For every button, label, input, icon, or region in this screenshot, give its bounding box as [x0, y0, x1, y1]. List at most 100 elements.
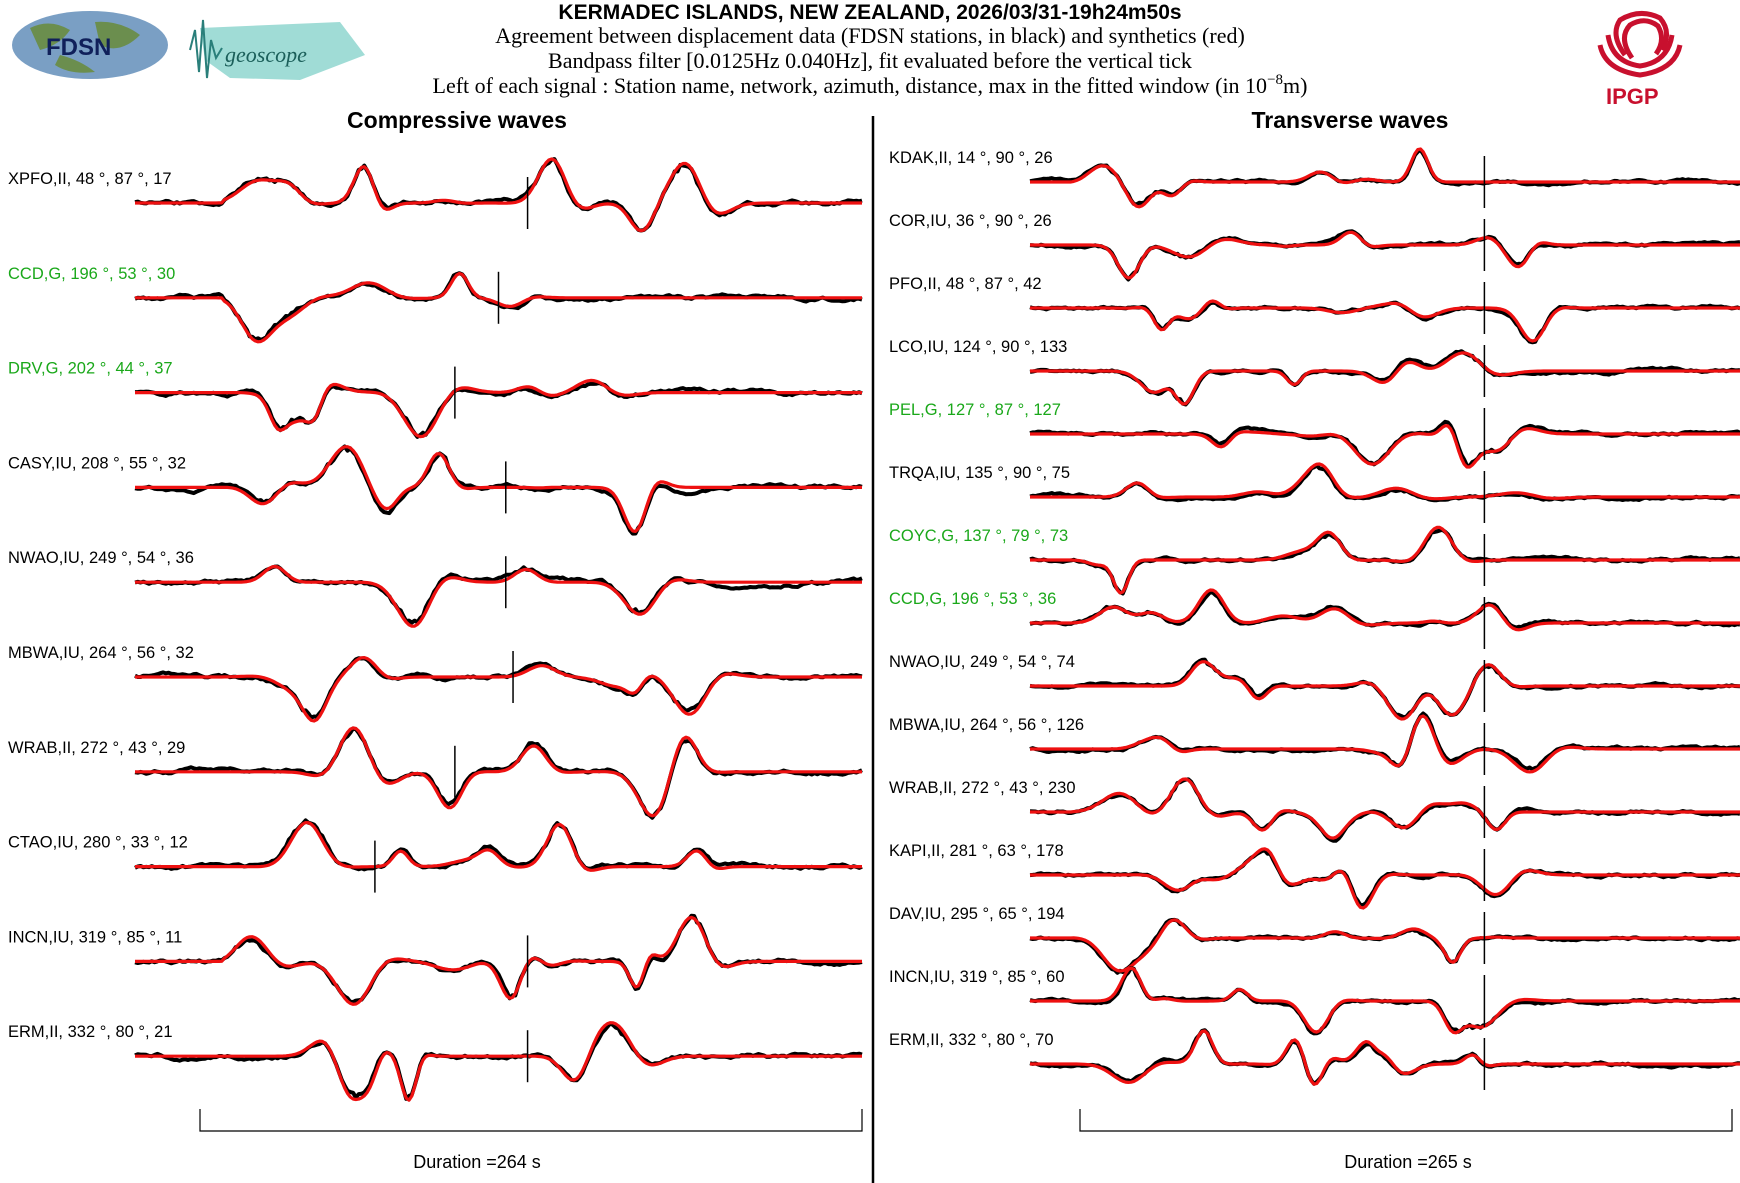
station-trace-wrab: WRAB,II, 272 °, 43 °, 230 [889, 777, 1740, 843]
station-label: WRAB,II, 272 °, 43 °, 230 [889, 779, 1076, 797]
page-title: KERMADEC ISLANDS, NEW ZEALAND, 2026/03/3… [558, 1, 1181, 24]
synthetic-trace-line [1030, 1029, 1740, 1086]
data-trace-line [134, 656, 863, 720]
duration-bracket [1079, 1109, 1733, 1132]
station-trace-erm: ERM,II, 332 °, 80 °, 70 [889, 1028, 1740, 1090]
station-trace-mbwa: MBWA,IU, 264 °, 56 °, 126 [889, 711, 1740, 775]
synthetic-trace-line [1030, 588, 1740, 632]
station-label: DRV,G, 202 °, 44 °, 37 [8, 360, 173, 378]
station-trace-drv: DRV,G, 202 °, 44 °, 37 [8, 360, 863, 439]
station-label: KDAK,II, 14 °, 90 °, 26 [889, 149, 1053, 167]
station-label: WRAB,II, 272 °, 43 °, 29 [8, 739, 185, 757]
data-trace-line [134, 913, 863, 1004]
station-trace-kdak: KDAK,II, 14 °, 90 °, 26 [889, 147, 1740, 209]
station-label: MBWA,IU, 264 °, 56 °, 126 [889, 716, 1084, 734]
synthetic-trace-line [1030, 351, 1740, 406]
synthetic-trace-line [135, 655, 862, 723]
synthetic-trace-line [135, 157, 862, 233]
synthetic-trace-line [1030, 230, 1740, 280]
data-trace-line [1029, 657, 1740, 720]
station-trace-nwao: NWAO,IU, 249 °, 54 °, 36 [8, 549, 863, 628]
station-trace-cor: COR,IU, 36 °, 90 °, 26 [889, 212, 1740, 282]
synthetic-trace-line [1030, 966, 1740, 1035]
synthetic-trace-line [1030, 714, 1740, 774]
duration-label: Duration =265 s [1344, 1152, 1472, 1172]
station-trace-ccd: CCD,G, 196 °, 53 °, 30 [8, 265, 863, 344]
duration-label: Duration =264 s [413, 1152, 541, 1172]
station-label: INCN,IU, 319 °, 85 °, 11 [8, 928, 182, 946]
station-label: CCD,G, 196 °, 53 °, 30 [8, 265, 175, 283]
station-trace-dav: DAV,IU, 295 °, 65 °, 194 [889, 905, 1740, 975]
station-label: PEL,G, 127 °, 87 °, 127 [889, 401, 1061, 419]
station-trace-pfo: PFO,II, 48 °, 87 °, 42 [889, 275, 1740, 345]
fdsn-logo: FDSN [12, 11, 168, 79]
synthetic-trace-line [135, 378, 862, 439]
synthetic-trace-line [1030, 147, 1740, 209]
station-label: ERM,II, 332 °, 80 °, 21 [8, 1023, 173, 1041]
station-trace-ctao: CTAO,IU, 280 °, 33 °, 12 [8, 818, 863, 893]
subtitle-line-3-exponent: −8 [1267, 72, 1283, 88]
data-trace-line [1029, 917, 1740, 975]
data-trace-line [134, 1021, 863, 1101]
synthetic-trace-line [1030, 525, 1740, 595]
subtitle-line-2: Bandpass filter [0.0125Hz 0.040Hz], fit … [548, 48, 1192, 73]
station-trace-erm: ERM,II, 332 °, 80 °, 21 [8, 1021, 863, 1102]
synthetic-trace-line [1030, 424, 1740, 469]
subtitle-line-3-main: Left of each signal : Station name, netw… [433, 73, 1268, 98]
station-label: INCN,IU, 319 °, 85 °, 60 [889, 968, 1065, 986]
duration-scale-bar: Duration =264 s [199, 1109, 863, 1172]
station-trace-lco: LCO,IU, 124 °, 90 °, 133 [889, 338, 1740, 407]
station-trace-kapi: KAPI,II, 281 °, 63 °, 178 [889, 842, 1740, 910]
data-trace-line [134, 444, 863, 536]
station-label: CCD,G, 196 °, 53 °, 36 [889, 590, 1056, 608]
compressive-panel: Compressive waves XPFO,II, 48 °, 87 °, 17… [8, 107, 863, 1172]
station-label: ERM,II, 332 °, 80 °, 70 [889, 1031, 1054, 1049]
panel-title: Compressive waves [347, 107, 567, 133]
synthetic-trace-line [1030, 847, 1740, 910]
synthetic-trace-line [135, 820, 862, 872]
synthetic-trace-line [1030, 462, 1740, 501]
data-trace-line [134, 157, 863, 233]
station-label: MBWA,IU, 264 °, 56 °, 32 [8, 644, 194, 662]
station-trace-trqa: TRQA,IU, 135 °, 90 °, 75 [889, 462, 1740, 523]
synthetic-trace-line [1030, 918, 1740, 973]
synthetic-trace-line [1030, 777, 1740, 840]
station-label: KAPI,II, 281 °, 63 °, 178 [889, 842, 1064, 860]
ipgp-logo-text: IPGP [1606, 84, 1659, 109]
data-trace-line [134, 564, 863, 625]
station-label: TRQA,IU, 135 °, 90 °, 75 [889, 464, 1070, 482]
data-trace-line [1029, 711, 1740, 772]
synthetic-trace-line [1030, 299, 1740, 343]
station-trace-coyc: COYC,G, 137 °, 79 °, 73 [889, 525, 1740, 596]
panel-title: Transverse waves [1252, 107, 1449, 133]
synthetic-trace-line [135, 915, 862, 1006]
data-trace-line [1029, 419, 1740, 468]
station-trace-nwao: NWAO,IU, 249 °, 54 °, 74 [889, 653, 1740, 721]
station-label: DAV,IU, 295 °, 65 °, 194 [889, 905, 1065, 923]
synthetic-trace-line [1030, 660, 1740, 721]
station-label: CASY,IU, 208 °, 55 °, 32 [8, 454, 186, 472]
station-label: PFO,II, 48 °, 87 °, 42 [889, 275, 1042, 293]
duration-bracket [199, 1109, 863, 1132]
data-trace-line [134, 818, 863, 872]
station-label: NWAO,IU, 249 °, 54 °, 74 [889, 653, 1075, 671]
synthetic-trace-line [135, 564, 862, 628]
station-label: CTAO,IU, 280 °, 33 °, 12 [8, 834, 188, 852]
station-trace-wrab: WRAB,II, 272 °, 43 °, 29 [8, 726, 863, 820]
data-trace-line [1029, 147, 1740, 207]
geoscope-logo-text: geoscope [225, 42, 307, 67]
ipgp-emblem-icon [1597, 11, 1683, 78]
station-trace-mbwa: MBWA,IU, 264 °, 56 °, 32 [8, 644, 863, 723]
station-label: COR,IU, 36 °, 90 °, 26 [889, 212, 1052, 230]
geoscope-map-icon [200, 22, 365, 80]
station-trace-xpfo: XPFO,II, 48 °, 87 °, 17 [8, 157, 863, 233]
station-label: XPFO,II, 48 °, 87 °, 17 [8, 170, 172, 188]
station-label: NWAO,IU, 249 °, 54 °, 36 [8, 549, 194, 567]
geoscope-logo: geoscope [189, 19, 365, 80]
subtitle-line-3-unit: m) [1283, 73, 1307, 98]
transverse-panel: Transverse waves KDAK,II, 14 °, 90 °, 26 C… [889, 107, 1740, 1172]
synthetic-trace-line [135, 726, 862, 818]
station-trace-incn: INCN,IU, 319 °, 85 °, 11 [8, 913, 863, 1006]
synthetic-trace-line [135, 445, 862, 534]
